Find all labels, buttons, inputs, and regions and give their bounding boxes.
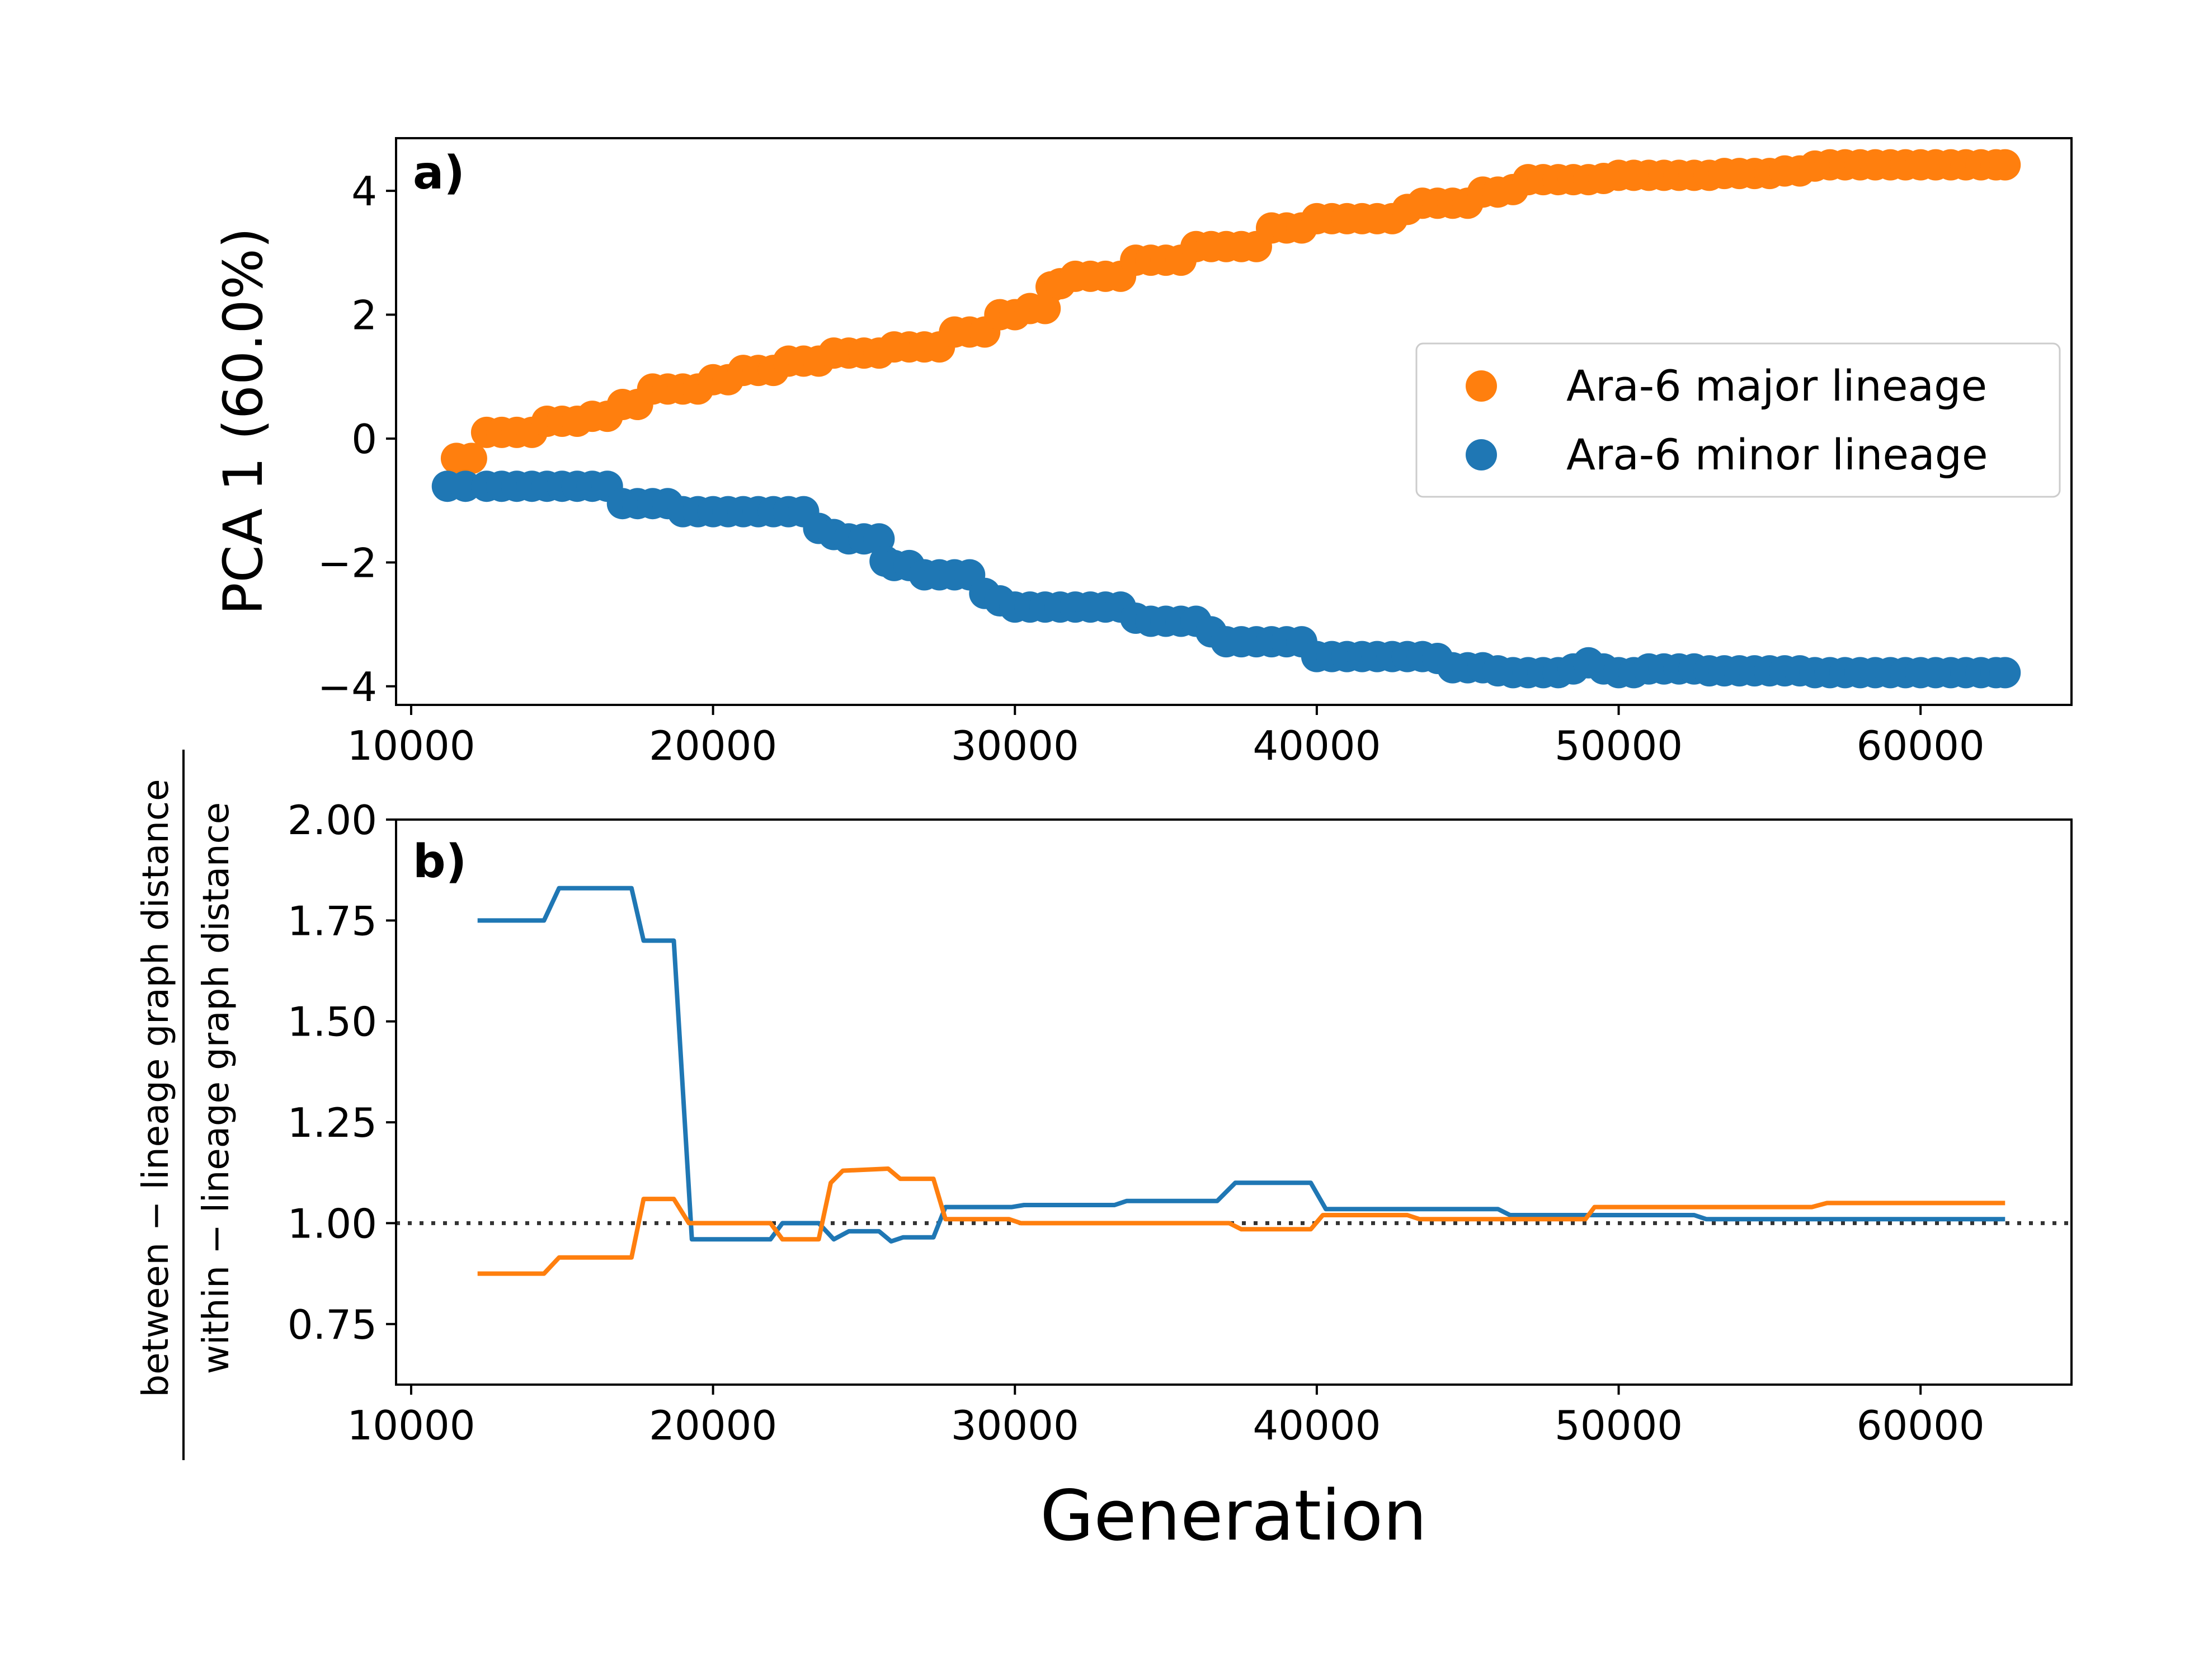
panel-b-distance-ratio: 10000 20000 30000 40000 50000 60000 0.75 1.00 1… bbox=[135, 750, 2073, 1556]
panel-b-x-tick-label: 10000 bbox=[347, 1402, 475, 1449]
legend-label-major: Ara-6 major lineage bbox=[1566, 361, 1987, 411]
point-minor-lineage bbox=[1989, 657, 2021, 689]
panel-a-x-tick-label: 60000 bbox=[1857, 722, 1985, 769]
panel-b-label: b) bbox=[413, 835, 467, 888]
panel-a-x-tick-label: 10000 bbox=[347, 722, 475, 769]
point-major-lineage bbox=[1989, 149, 2021, 181]
panel-a-y-tick-label: 0 bbox=[351, 416, 377, 463]
panel-a-frame bbox=[395, 137, 2073, 706]
panel-a-x-ticks: 10000 20000 30000 40000 50000 60000 bbox=[347, 705, 1985, 769]
panel-a-data-points bbox=[431, 149, 2021, 689]
panel-a-y-axis-label: PCA 1 (60.0%) bbox=[212, 228, 275, 615]
panel-b-lines bbox=[396, 886, 2071, 1276]
panel-b-y-label-numerator: between − lineage graph distance bbox=[135, 779, 177, 1397]
legend-frame bbox=[1415, 342, 2061, 498]
panel-b-frame bbox=[395, 818, 2073, 1386]
panel-b-y-tick-label: 0.75 bbox=[288, 1301, 377, 1348]
panel-b-x-tick-label: 40000 bbox=[1253, 1402, 1381, 1449]
series-line-blue bbox=[477, 886, 2005, 1244]
panel-a-pca-scatter: 10000 20000 30000 40000 50000 60000 −4 −2 0 2 4 a… bbox=[212, 137, 2073, 769]
legend-marker-major bbox=[1466, 370, 1497, 402]
legend-marker-minor bbox=[1466, 439, 1497, 470]
panel-a-x-tick-label: 50000 bbox=[1555, 722, 1683, 769]
panel-b-y-label-denominator: within − lineage graph distance bbox=[196, 802, 237, 1374]
panel-b-x-tick-label: 60000 bbox=[1857, 1402, 1985, 1449]
panel-b-y-axis-label: between − lineage graph distance within … bbox=[135, 750, 237, 1460]
panel-b-y-ticks: 0.75 1.00 1.25 1.50 1.75 2.00 bbox=[288, 797, 396, 1348]
panel-b-x-tick-label: 20000 bbox=[649, 1402, 777, 1449]
panel-a-x-tick-label: 30000 bbox=[951, 722, 1079, 769]
panel-b-x-tick-label: 30000 bbox=[951, 1402, 1079, 1449]
legend-label-minor: Ara-6 minor lineage bbox=[1566, 430, 1988, 479]
panel-b-y-tick-label: 2.00 bbox=[288, 797, 377, 844]
panel-a-label: a) bbox=[413, 147, 465, 200]
series-line-orange bbox=[477, 1166, 2005, 1276]
panel-a-x-tick-label: 20000 bbox=[649, 722, 777, 769]
panel-a-x-tick-label: 40000 bbox=[1253, 722, 1381, 769]
panel-a-y-tick-label: 4 bbox=[351, 168, 377, 215]
x-axis-label: Generation bbox=[1040, 1476, 1427, 1556]
panel-b-y-tick-label: 1.75 bbox=[288, 897, 377, 944]
panel-a-y-tick-label: −4 bbox=[318, 663, 377, 710]
panel-b-y-tick-label: 1.00 bbox=[288, 1200, 377, 1247]
panel-b-y-tick-label: 1.25 bbox=[288, 1099, 377, 1146]
panel-a-y-tick-label: −2 bbox=[318, 539, 377, 586]
legend: Ara-6 major lineage Ara-6 minor lineage bbox=[1415, 342, 2061, 498]
panel-b-x-ticks: 10000 20000 30000 40000 50000 60000 bbox=[347, 1385, 1985, 1449]
panel-b-x-tick-label: 50000 bbox=[1555, 1402, 1683, 1449]
panel-a-y-tick-label: 2 bbox=[351, 292, 377, 339]
panel-b-y-tick-label: 1.50 bbox=[288, 999, 377, 1046]
panel-a-y-ticks: −4 −2 0 2 4 bbox=[318, 168, 396, 710]
point-major-lineage bbox=[455, 443, 487, 474]
